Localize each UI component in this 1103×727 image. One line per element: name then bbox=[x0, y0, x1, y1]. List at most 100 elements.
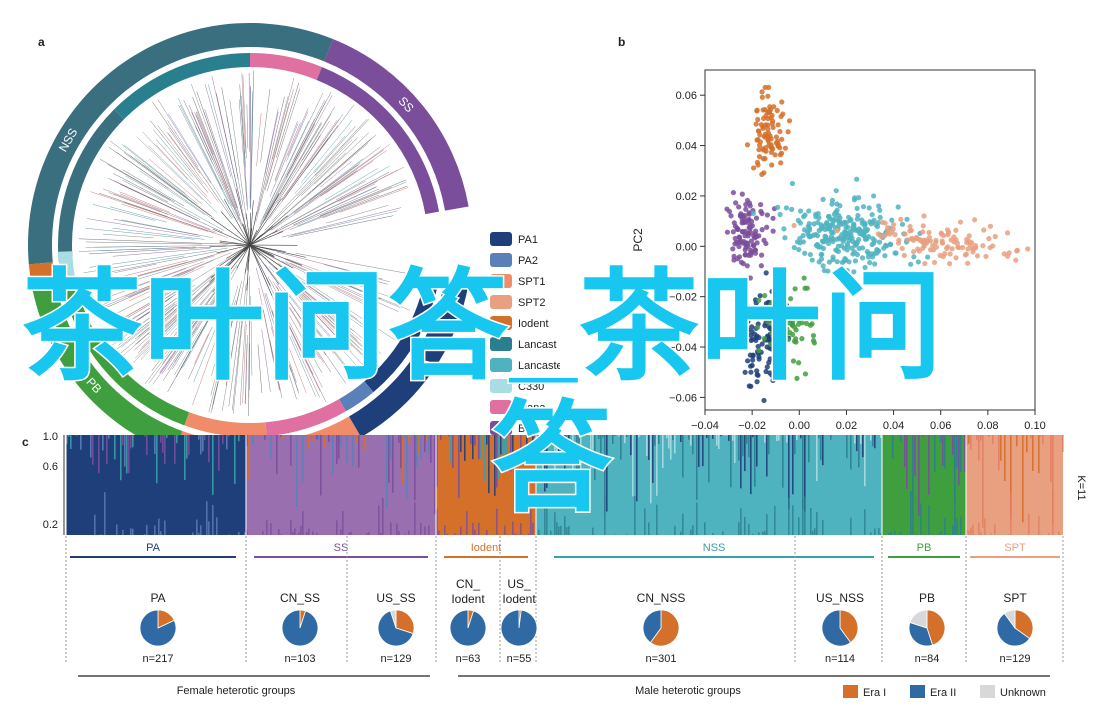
tree-branch bbox=[121, 256, 214, 285]
structure-bar bbox=[350, 532, 352, 535]
scatter-point-spt bbox=[907, 228, 912, 233]
scatter-point-nss bbox=[851, 269, 856, 274]
scatter-point-spt bbox=[939, 238, 944, 243]
scatter-point-ss bbox=[730, 246, 735, 251]
scatter-point-nss bbox=[801, 239, 806, 244]
structure-bar bbox=[682, 435, 684, 478]
legend-swatch-4 bbox=[490, 316, 512, 330]
structure-bar bbox=[166, 435, 168, 438]
scatter-point-nss bbox=[855, 252, 860, 257]
scatter-point-spt bbox=[983, 254, 988, 259]
pie-slice bbox=[501, 610, 537, 646]
scatter-point-nss bbox=[860, 245, 865, 250]
panel-label-b: b bbox=[618, 35, 625, 49]
structure-bar bbox=[674, 435, 676, 453]
legend-label-7: C330 bbox=[518, 381, 544, 393]
scatter-point-nss bbox=[853, 258, 858, 263]
scatter-point-pb bbox=[795, 315, 800, 320]
structure-bar bbox=[978, 522, 980, 535]
structure-bar bbox=[554, 512, 556, 535]
structure-bar bbox=[318, 435, 320, 440]
structure-bar bbox=[830, 435, 832, 440]
legend-label-1: PA2 bbox=[518, 255, 538, 267]
scatter-point-spt bbox=[970, 249, 975, 254]
scatter-point-pa bbox=[749, 329, 754, 334]
legend-label-4: Iodent bbox=[518, 318, 549, 330]
tree-branch bbox=[288, 108, 308, 156]
structure-bar bbox=[122, 435, 124, 445]
structure-bar bbox=[682, 514, 684, 535]
structure-bar bbox=[1016, 435, 1018, 446]
structure-bar bbox=[400, 435, 402, 468]
structure-bar bbox=[418, 435, 420, 454]
structure-bar bbox=[656, 505, 658, 535]
structure-y-tick: 0.2 bbox=[43, 519, 58, 531]
structure-bar bbox=[102, 435, 104, 450]
tree-branch bbox=[135, 157, 188, 197]
tree-branch bbox=[291, 279, 351, 329]
structure-bar bbox=[154, 435, 156, 454]
structure-bar bbox=[528, 534, 530, 535]
structure-bar bbox=[808, 435, 810, 462]
structure-bar bbox=[414, 435, 416, 500]
scatter-point-ss bbox=[765, 212, 770, 217]
structure-bar bbox=[132, 529, 134, 535]
structure-bar bbox=[342, 511, 344, 535]
structure-bar bbox=[280, 435, 282, 437]
structure-bar bbox=[466, 511, 468, 535]
structure-bar bbox=[922, 435, 924, 437]
structure-bar bbox=[514, 533, 516, 535]
structure-bar bbox=[1022, 435, 1024, 522]
structure-bar bbox=[994, 524, 996, 535]
scatter-point-pb bbox=[775, 351, 780, 356]
structure-bar bbox=[404, 534, 406, 535]
scatter-point-pa bbox=[743, 370, 748, 375]
structure-bar bbox=[450, 435, 452, 462]
structure-bar bbox=[752, 534, 754, 535]
structure-bar bbox=[204, 435, 206, 440]
structure-bar bbox=[448, 435, 450, 436]
scatter-point-pb bbox=[775, 296, 780, 301]
structure-bar bbox=[1040, 534, 1042, 535]
structure-bar bbox=[590, 435, 592, 469]
scatter-point-ss bbox=[771, 229, 776, 234]
scatter-point-nss bbox=[806, 224, 811, 229]
structure-bar bbox=[880, 435, 882, 438]
scatter-point-ss bbox=[733, 236, 738, 241]
structure-bar bbox=[158, 519, 160, 535]
structure-bar bbox=[428, 435, 430, 454]
scatter-point-nss bbox=[878, 215, 883, 220]
structure-block-spt bbox=[966, 435, 1063, 535]
scatter-point-nss bbox=[852, 225, 857, 230]
structure-bar bbox=[822, 435, 824, 465]
tree-branch bbox=[278, 263, 396, 340]
structure-bar bbox=[782, 435, 784, 488]
structure-bar bbox=[564, 435, 566, 473]
structure-bar bbox=[114, 435, 116, 459]
structure-bar bbox=[850, 518, 852, 535]
structure-bar bbox=[814, 528, 816, 535]
structure-bar bbox=[556, 522, 558, 535]
scatter-point-pa bbox=[772, 311, 777, 316]
structure-bar bbox=[222, 435, 224, 444]
tree-branch bbox=[245, 344, 247, 404]
structure-bar bbox=[364, 435, 366, 450]
scatter-point-iodent bbox=[762, 156, 767, 161]
tree-branch bbox=[258, 345, 262, 393]
structure-bar bbox=[568, 435, 570, 453]
scatter-point-nss bbox=[889, 218, 894, 223]
tree-branch bbox=[101, 251, 217, 273]
structure-bar bbox=[1026, 435, 1028, 452]
structure-bar bbox=[1038, 516, 1040, 535]
scatter-point-spt bbox=[986, 236, 991, 241]
structure-bar bbox=[620, 435, 622, 460]
structure-bar bbox=[804, 497, 806, 535]
scatter-point-nss bbox=[819, 252, 824, 257]
structure-bar bbox=[988, 435, 990, 436]
scatter-point-nss bbox=[815, 242, 820, 247]
structure-bar bbox=[290, 435, 292, 466]
structure-bar bbox=[956, 519, 958, 535]
structure-bar bbox=[892, 435, 894, 458]
structure-bar bbox=[578, 435, 580, 470]
structure-bar bbox=[226, 435, 228, 449]
